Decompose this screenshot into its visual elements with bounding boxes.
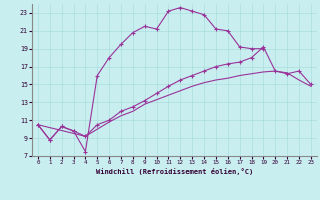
X-axis label: Windchill (Refroidissement éolien,°C): Windchill (Refroidissement éolien,°C) <box>96 168 253 175</box>
